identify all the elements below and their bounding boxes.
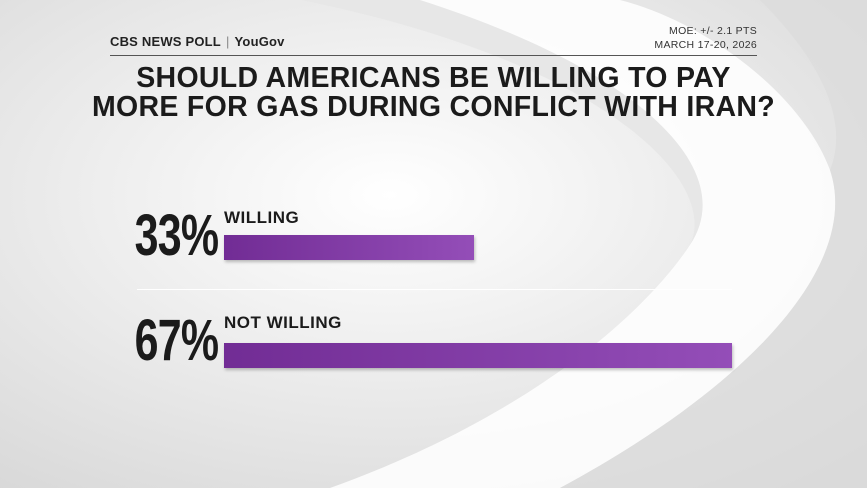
category-label: WILLING (224, 208, 300, 227)
category-label: NOT WILLING (224, 313, 342, 332)
brand-name: CBS NEWS POLL (110, 34, 221, 49)
bar (224, 235, 475, 260)
value-label: 67% (134, 308, 219, 373)
partner-name: YouGov (234, 34, 285, 49)
value-label: 33% (134, 203, 219, 268)
bar (224, 343, 732, 368)
margin-of-error: MOE: +/- 2.1 PTS (669, 25, 757, 37)
brand: CBS NEWS POLL | YouGov (110, 34, 285, 49)
poll-date: MARCH 17-20, 2026 (654, 39, 757, 51)
chart-title: SHOULD AMERICANS BE WILLING TO PAY MORE … (92, 62, 775, 123)
header-rule (110, 55, 757, 56)
row-divider (137, 289, 732, 290)
